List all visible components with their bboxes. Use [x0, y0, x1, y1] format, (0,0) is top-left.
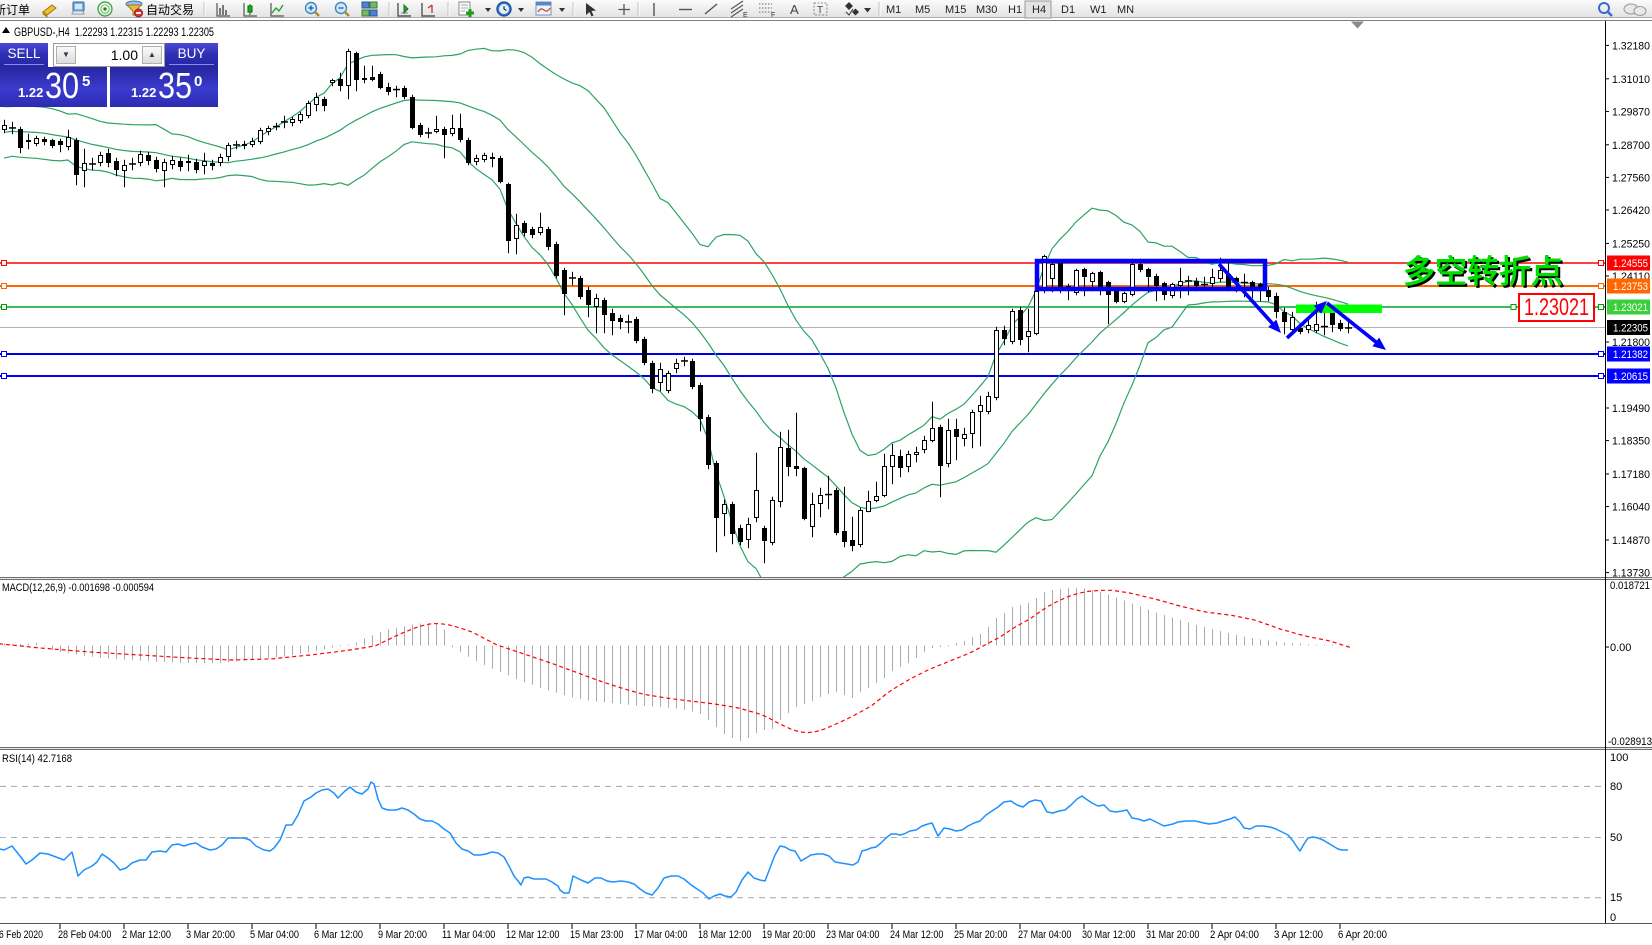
- svg-text:1.14870: 1.14870: [1612, 535, 1650, 547]
- svg-text:T: T: [817, 5, 823, 16]
- svg-text:50: 50: [1610, 832, 1622, 844]
- svg-text:11 Mar 04:00: 11 Mar 04:00: [442, 929, 495, 941]
- svg-text:1.24555: 1.24555: [1613, 258, 1648, 270]
- svg-text:17 Mar 04:00: 17 Mar 04:00: [634, 929, 687, 941]
- svg-text:19 Mar 20:00: 19 Mar 20:00: [762, 929, 815, 941]
- svg-text:1.13730: 1.13730: [1612, 568, 1650, 580]
- svg-text:1.20615: 1.20615: [1613, 371, 1648, 383]
- svg-text:100: 100: [1610, 752, 1628, 764]
- svg-text:1.16040: 1.16040: [1612, 502, 1650, 514]
- svg-text:2 Apr 04:00: 2 Apr 04:00: [1210, 929, 1259, 941]
- svg-text:1.18350: 1.18350: [1612, 436, 1650, 448]
- svg-text:1.25250: 1.25250: [1612, 238, 1650, 250]
- svg-text:D1: D1: [1061, 4, 1075, 16]
- svg-text:1.32180: 1.32180: [1612, 40, 1650, 52]
- svg-text:1.26420: 1.26420: [1612, 205, 1650, 217]
- svg-text:2 Mar 12:00: 2 Mar 12:00: [122, 929, 171, 941]
- svg-text:RSI(14) 42.7168: RSI(14) 42.7168: [2, 753, 72, 765]
- svg-text:多空转折点: 多空转折点: [1403, 254, 1563, 290]
- svg-text:多空转折点: 多空转折点: [1405, 256, 1565, 292]
- svg-text:H1: H1: [1008, 4, 1022, 16]
- svg-text:A: A: [790, 2, 799, 17]
- svg-text:30 Mar 12:00: 30 Mar 12:00: [1082, 929, 1135, 941]
- svg-text:1.29870: 1.29870: [1612, 106, 1650, 118]
- svg-text:1.17180: 1.17180: [1612, 469, 1650, 481]
- svg-text:18 Mar 12:00: 18 Mar 12:00: [698, 929, 751, 941]
- svg-text:新订单: 新订单: [0, 2, 30, 17]
- svg-text:MN: MN: [1117, 4, 1134, 16]
- svg-text:6 Apr 20:00: 6 Apr 20:00: [1338, 929, 1387, 941]
- svg-text:23 Mar 04:00: 23 Mar 04:00: [826, 929, 879, 941]
- svg-text:H4: H4: [1032, 4, 1046, 16]
- svg-text:0.00: 0.00: [1610, 642, 1631, 654]
- svg-text:-0.028913: -0.028913: [1608, 736, 1652, 748]
- svg-text:E: E: [743, 12, 748, 19]
- svg-text:27 Mar 04:00: 27 Mar 04:00: [1018, 929, 1071, 941]
- svg-text:6 Mar 12:00: 6 Mar 12:00: [314, 929, 363, 941]
- svg-text:1.31010: 1.31010: [1612, 74, 1650, 86]
- svg-text:M30: M30: [976, 4, 997, 16]
- svg-text:GBPUSD-,H4 1.22293 1.22315 1.: GBPUSD-,H4 1.22293 1.22315 1.22293 1.223…: [14, 27, 214, 39]
- svg-text:31 Mar 20:00: 31 Mar 20:00: [1146, 929, 1199, 941]
- svg-text:26 Feb 2020: 26 Feb 2020: [0, 929, 43, 941]
- svg-text:15 Mar 23:00: 15 Mar 23:00: [570, 929, 623, 941]
- svg-text:0: 0: [1610, 912, 1616, 924]
- svg-text:3 Apr 12:00: 3 Apr 12:00: [1274, 929, 1323, 941]
- svg-text:自动交易: 自动交易: [146, 2, 194, 17]
- svg-text:0.018721: 0.018721: [1610, 580, 1650, 592]
- svg-text:M15: M15: [945, 4, 966, 16]
- svg-text:3 Mar 20:00: 3 Mar 20:00: [186, 929, 235, 941]
- svg-text:25 Mar 20:00: 25 Mar 20:00: [954, 929, 1007, 941]
- svg-text:1.22305: 1.22305: [1613, 323, 1648, 335]
- svg-text:1.21382: 1.21382: [1613, 349, 1648, 361]
- svg-text:1.23753: 1.23753: [1613, 281, 1648, 293]
- svg-text:M1: M1: [886, 4, 901, 16]
- svg-text:1.28700: 1.28700: [1612, 140, 1650, 152]
- svg-text:1.19490: 1.19490: [1612, 403, 1650, 415]
- svg-text:24 Mar 12:00: 24 Mar 12:00: [890, 929, 943, 941]
- svg-text:M5: M5: [915, 4, 930, 16]
- svg-text:MACD(12,26,9) -0.001698 -0.000: MACD(12,26,9) -0.001698 -0.000594: [2, 582, 154, 594]
- svg-text:1.23021: 1.23021: [1524, 294, 1589, 321]
- svg-text:1.27560: 1.27560: [1612, 172, 1650, 184]
- svg-text:12 Mar 12:00: 12 Mar 12:00: [506, 929, 559, 941]
- svg-text:5 Mar 04:00: 5 Mar 04:00: [250, 929, 299, 941]
- svg-text:80: 80: [1610, 781, 1622, 793]
- svg-text:1.23021: 1.23021: [1613, 302, 1648, 314]
- svg-text:15: 15: [1610, 892, 1622, 904]
- svg-text:28 Feb 04:00: 28 Feb 04:00: [58, 929, 111, 941]
- svg-text:9 Mar 20:00: 9 Mar 20:00: [378, 929, 427, 941]
- svg-text:1.21800: 1.21800: [1612, 337, 1650, 349]
- svg-text:W1: W1: [1090, 4, 1107, 16]
- svg-text:F: F: [771, 12, 775, 19]
